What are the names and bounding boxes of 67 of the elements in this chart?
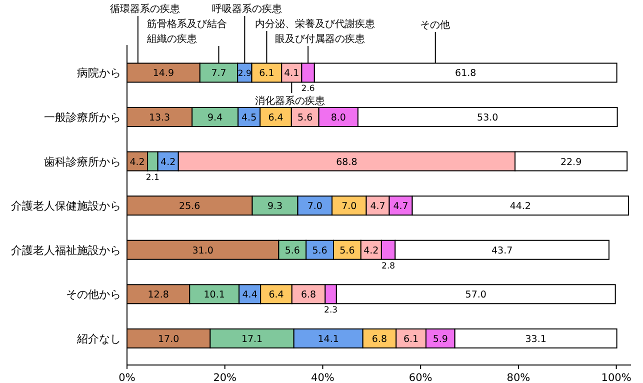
data-label: 5.6 [284,245,300,256]
data-label: 4.2 [160,156,176,168]
data-label: 9.3 [267,201,283,212]
data-label: 5.6 [340,245,355,256]
data-label: 4.5 [242,112,257,124]
data-label: 6.8 [372,334,388,345]
data-label: 2.1 [146,172,160,183]
text: 循環器系の疾患 [110,3,180,15]
data-label: 4.2 [364,245,379,256]
data-label: 44.2 [510,201,531,212]
x-tick-label: 0% [118,372,136,383]
data-label: 57.0 [465,290,486,301]
y-tick-label: 紹介なし [76,332,121,346]
data-label: 10.1 [204,290,225,301]
data-label: 43.7 [491,245,513,256]
data-label: 5.9 [432,334,448,345]
data-label: 7.7 [211,68,226,80]
text: 呼吸器系の疾患 [212,3,282,15]
data-label: 4.4 [242,290,258,301]
data-label: 13.3 [148,112,170,124]
data-label: 7.0 [307,201,322,212]
data-label: 22.9 [560,156,582,168]
y-tick-label: その他から [66,288,121,302]
data-label: 25.6 [179,201,200,212]
data-label: 2.3 [324,306,338,316]
x-tick-label: 60% [408,372,432,383]
data-label: 31.0 [192,245,214,256]
data-label: 17.0 [158,334,180,345]
x-tick-label: 20% [213,372,237,383]
data-label: 2.8 [382,261,396,272]
y-tick-label: 介護老人福祉施設から [11,244,121,257]
data-label: 6.1 [259,68,274,80]
text: 内分泌、栄養及び代謝疾患 [255,18,375,30]
data-label: 68.8 [336,156,358,168]
data-label: 14.1 [318,334,339,345]
series-label: 筋骨格系及び結合組織の疾患 [146,18,227,45]
data-label: 4.7 [370,201,386,212]
data-label: 2.6 [301,84,315,94]
data-label: 17.1 [241,334,263,345]
data-label: 61.8 [455,68,476,80]
data-label: 8.0 [330,112,346,124]
data-label: 6.8 [300,290,316,301]
data-label: 4.1 [284,68,300,80]
text: その他 [420,19,450,31]
data-label: 7.0 [342,201,357,212]
data-label: 4.2 [130,156,145,168]
data-label: 14.9 [152,68,174,80]
data-label: 5.6 [312,245,328,256]
data-label: 2.9 [238,69,252,80]
data-label: 6.4 [268,290,284,301]
y-tick-label: 介護老人保健施設から [11,200,121,213]
legend-label: 消化器系の疾患 [255,95,325,107]
data-label: 6.4 [268,112,284,124]
data-label: 33.1 [525,334,546,345]
y-tick-label: 病院から [77,66,121,80]
data-label: 5.6 [298,112,313,124]
x-tick-label: 40% [311,372,334,383]
x-tick-label: 100% [601,372,632,383]
data-label: 9.4 [208,112,223,124]
data-label: 12.8 [148,290,169,301]
x-tick-label: 80% [506,372,530,383]
text: 眼及び付属器の疾患 [275,33,365,45]
data-label: 6.1 [403,334,419,345]
y-tick-label: 一般診療所から [44,111,121,124]
data-label: 4.7 [393,201,408,212]
data-label: 53.0 [477,112,498,124]
y-tick-label: 歯科診療所から [44,155,121,168]
